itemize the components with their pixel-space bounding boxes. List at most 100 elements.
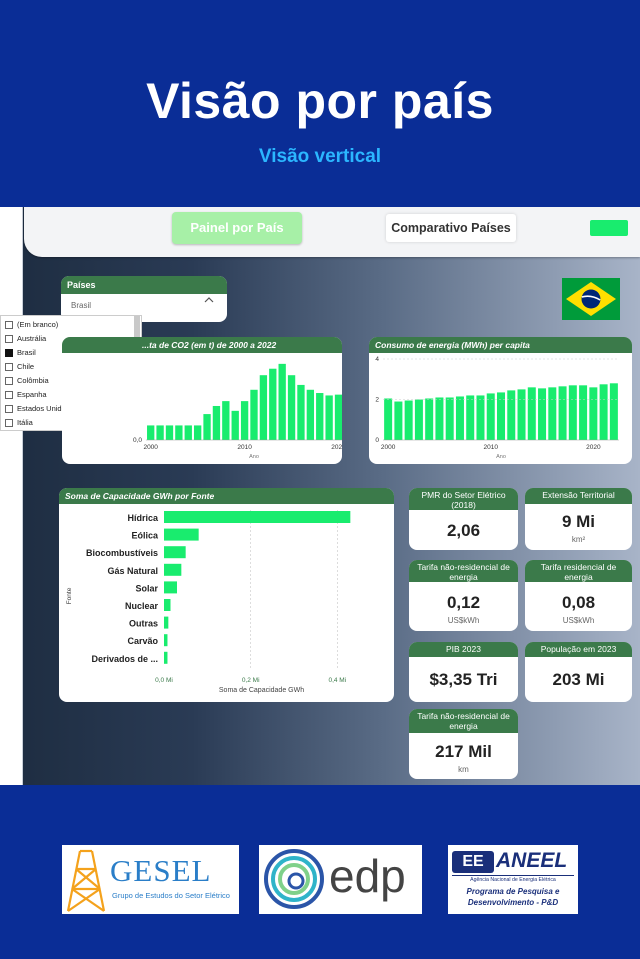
filter-selected-value[interactable]: Brasil xyxy=(71,301,92,310)
filter-option[interactable]: Brasil xyxy=(5,346,36,359)
bar xyxy=(568,385,577,440)
filter-option[interactable]: Austrália xyxy=(5,332,46,345)
kpi-card: PMR do Setor Elétrico (2018) 2,06 xyxy=(409,488,518,550)
filter-option-label: Chile xyxy=(17,362,35,371)
aneel-logo: EE ANEEL Agência Nacional de Energia Elé… xyxy=(448,845,578,914)
bar xyxy=(164,546,186,559)
checkbox[interactable] xyxy=(5,419,13,428)
comparativo-paises-button[interactable]: Comparativo Países xyxy=(386,214,516,242)
x-tick-label: 0,0 Mi xyxy=(155,677,173,684)
filter-option[interactable]: Espanha xyxy=(5,388,47,401)
kpi-title: Tarifa não-residencial de energia xyxy=(409,709,518,733)
kpi-title: PMR do Setor Elétrico (2018) xyxy=(409,488,518,510)
bar xyxy=(325,395,333,440)
filter-option-label: Itália xyxy=(17,418,33,427)
bar xyxy=(250,389,258,440)
filter-option-label: Brasil xyxy=(17,348,36,357)
y-tick-label: 0 xyxy=(375,437,379,444)
gesel-tagline: Grupo de Estudos do Setor Elétrico xyxy=(112,891,230,900)
painel-por-pais-button[interactable]: Painel por País xyxy=(172,212,302,244)
transmission-tower-icon xyxy=(66,849,106,912)
bar xyxy=(579,385,588,440)
bar xyxy=(445,397,454,440)
checkbox[interactable] xyxy=(5,349,13,358)
category-label: Hídrica xyxy=(127,513,159,523)
kpi-unit: km xyxy=(458,765,469,774)
aneel-line2: Programa de Pesquisa e xyxy=(466,887,560,896)
bar xyxy=(297,384,305,440)
x-axis-label: Ano xyxy=(496,454,506,460)
checkbox[interactable] xyxy=(5,363,13,372)
kpi-card: População em 2023 203 Mi xyxy=(525,642,632,702)
x-tick-label: 2020 xyxy=(331,444,342,451)
filter-option-label: Austrália xyxy=(17,334,47,343)
bar xyxy=(278,363,286,440)
bar xyxy=(164,581,177,594)
bar xyxy=(165,425,174,440)
kpi-card: Tarifa não-residencial de energia 0,12 US$… xyxy=(409,560,518,631)
aneel-line1: Agência Nacional de Energia Elétrica xyxy=(452,875,574,883)
x-tick-label: 2000 xyxy=(381,444,396,451)
kpi-value: 0,12 xyxy=(446,593,481,612)
category-label: Derivados de ... xyxy=(91,654,158,664)
co2-chart-title: ...ta de CO2 (em t) de 2000 a 2022 xyxy=(62,337,342,353)
filter-option[interactable]: (Em branco) xyxy=(5,318,58,331)
edp-name: edp xyxy=(329,850,406,902)
bar xyxy=(394,401,403,440)
category-label: Solar xyxy=(135,583,158,593)
checkbox[interactable] xyxy=(5,335,13,344)
filter-option-label: Estados Unidos xyxy=(17,404,70,413)
bar xyxy=(212,405,221,440)
checkbox[interactable] xyxy=(5,377,13,386)
bar xyxy=(164,616,169,629)
bar xyxy=(222,401,230,440)
bar xyxy=(287,375,296,440)
checkbox[interactable] xyxy=(5,321,13,330)
bar xyxy=(240,401,249,440)
kpi-value: 2,06 xyxy=(446,521,481,540)
filter-option[interactable]: Colômbia xyxy=(5,374,49,387)
bar xyxy=(231,410,239,440)
bar xyxy=(164,599,171,611)
x-tick-label: 0,4 Mi xyxy=(328,677,346,684)
aneel-mark-icon: EE xyxy=(452,851,494,873)
kpi-unit: US$kWh xyxy=(447,616,480,625)
bar xyxy=(164,651,168,664)
bar xyxy=(548,387,557,440)
aneel-name: ANEEL xyxy=(496,849,568,872)
filter-option[interactable]: Estados Unidos xyxy=(5,402,70,415)
bar xyxy=(538,388,547,440)
filter-option[interactable]: Chile xyxy=(5,360,34,373)
bar xyxy=(164,528,199,541)
category-label: Carvão xyxy=(127,636,158,646)
checkbox[interactable] xyxy=(5,405,13,414)
kpi-title: População em 2023 xyxy=(525,642,632,657)
paises-filter[interactable]: Países Brasil xyxy=(61,276,227,322)
kpi-card: Extensão Territorial 9 Mi km² xyxy=(525,488,632,550)
bar xyxy=(476,395,485,440)
bar xyxy=(466,395,475,440)
bar xyxy=(259,375,268,440)
filter-option[interactable]: Itália xyxy=(5,416,33,429)
bar xyxy=(156,425,164,440)
bar xyxy=(599,384,608,440)
dashboard-left-strip xyxy=(0,207,23,785)
bar xyxy=(404,400,413,440)
bar xyxy=(175,425,183,440)
green-action-button[interactable] xyxy=(590,220,628,236)
bar xyxy=(269,368,277,440)
capacity-chart: Hídrica Eólica Biocombustíveis Gás Natural S… xyxy=(66,510,351,694)
kpi-title: PIB 2023 xyxy=(409,642,518,657)
bar xyxy=(193,425,202,440)
bar xyxy=(164,634,168,647)
bar xyxy=(164,511,351,523)
kpi-card: Tarifa não-residencial de energia 217 Mil… xyxy=(409,709,518,779)
bar xyxy=(384,398,393,440)
bar xyxy=(435,397,444,440)
bar xyxy=(496,392,506,440)
bar xyxy=(203,414,211,440)
page-subtitle: Visão vertical xyxy=(258,146,382,167)
checkbox[interactable] xyxy=(5,391,13,400)
chevron-up-icon[interactable] xyxy=(204,296,214,307)
kpi-value: 0,08 xyxy=(561,593,596,612)
